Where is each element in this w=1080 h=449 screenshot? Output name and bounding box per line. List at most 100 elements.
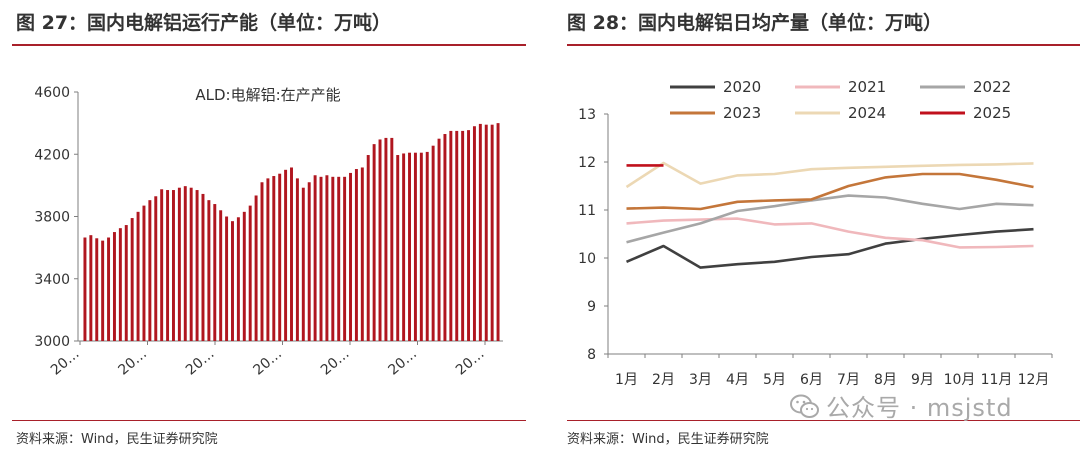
left-title-rule: [12, 44, 526, 46]
capacity-bar: [313, 175, 317, 341]
capacity-bar: [118, 228, 122, 341]
capacity-bar: [124, 225, 128, 341]
x-tick-label: 20…: [318, 346, 353, 379]
x-tick-label: 8月: [874, 372, 897, 388]
capacity-bar: [207, 200, 211, 341]
left-source-note: 资料来源：Wind，民生证券研究院: [16, 432, 218, 447]
capacity-bar: [195, 190, 199, 341]
x-tick-label: 6月: [800, 372, 823, 388]
right-panel: 图 28：国内电解铝日均产量（单位：万吨） 8 9 10 11 12 13 1月 2月 3月 4月…: [555, 0, 1080, 449]
left-figure-title: 图 27：国内电解铝运行产能（单位：万吨）: [16, 12, 392, 34]
capacity-bar: [449, 130, 453, 341]
legend-label-2022: 2022: [973, 78, 1011, 96]
x-tick-label: 12月: [1018, 372, 1050, 388]
capacity-bar: [360, 167, 364, 341]
x-tick-label: 3月: [689, 372, 712, 388]
x-tick-label: 11月: [981, 372, 1013, 388]
capacity-bar: [478, 123, 482, 341]
capacity-bar: [419, 152, 423, 341]
bar-chart-title: ALD:电解铝:在产产能: [195, 86, 340, 104]
capacity-bar: [201, 193, 205, 341]
capacity-bar: [431, 145, 435, 341]
capacity-bar: [101, 240, 105, 341]
series-line-2021: [626, 217, 1034, 249]
capacity-bar: [148, 200, 152, 341]
left-bottom-rule: [12, 420, 526, 421]
x-tick-label: 20…: [385, 346, 420, 379]
capacity-bar: [384, 137, 388, 341]
capacity-bar: [95, 238, 99, 341]
legend-label-2021: 2021: [848, 78, 886, 96]
x-tick-label: 10月: [944, 372, 976, 388]
legend-label-2020: 2020: [723, 78, 761, 96]
watermark-text: 公众号 · msjstd: [826, 394, 1013, 422]
capacity-bar: [496, 123, 500, 341]
legend-label-2025: 2025: [973, 104, 1011, 122]
capacity-bar: [443, 134, 447, 341]
capacity-bar: [248, 205, 252, 341]
x-tick-label: 5月: [763, 372, 786, 388]
watermark: 公众号 · msjstd: [790, 388, 1013, 426]
y-tick-label: 12: [578, 155, 596, 171]
y-tick-label: 13: [578, 107, 596, 123]
wechat-icon: [790, 394, 820, 426]
capacity-bar: [467, 130, 471, 341]
y-tick-label: 9: [587, 299, 596, 315]
capacity-bar: [107, 237, 111, 341]
x-tick-label: 9月: [911, 372, 934, 388]
capacity-bar: [337, 176, 341, 341]
x-tick-label: 20…: [183, 346, 218, 379]
series-line-2024: [625, 161, 1034, 189]
capacity-bar: [472, 126, 476, 341]
capacity-bar: [183, 186, 187, 341]
y-tick-label: 11: [578, 203, 596, 219]
capacity-bar: [413, 152, 417, 341]
y-tick-label: 8: [587, 347, 596, 363]
capacity-bar: [490, 124, 494, 342]
y-tick-label: 10: [578, 251, 596, 267]
capacity-bar: [136, 211, 140, 341]
capacity-bar: [295, 178, 299, 341]
capacity-bar: [130, 218, 134, 341]
capacity-bar: [219, 210, 223, 341]
capacity-bar: [408, 152, 412, 341]
legend-label-2024: 2024: [848, 104, 886, 122]
capacity-bar: [242, 211, 246, 341]
capacity-bar: [425, 151, 429, 341]
x-tick-label: 4月: [726, 372, 749, 388]
x-tick-label: 2月: [652, 372, 675, 388]
capacity-bar: [171, 190, 175, 341]
series-line-2020: [625, 227, 1034, 269]
capacity-bar: [461, 130, 465, 341]
capacity-bar: [236, 217, 240, 341]
y-tick-label: 4200: [34, 147, 70, 163]
x-tick-label: 20…: [115, 346, 150, 379]
capacity-bar: [231, 221, 234, 341]
capacity-bar: [325, 175, 329, 341]
capacity-bar: [402, 153, 406, 341]
capacity-bar: [290, 167, 293, 341]
right-bottom-rule: [567, 420, 1080, 421]
y-tick-label: 4600: [34, 85, 70, 101]
daily-output-line-chart: 8 9 10 11 12 13 1月 2月 3月 4月 5月 6月 7月 8月 9月 10月 11月 12月 202…: [578, 78, 1053, 388]
capacity-bar: [284, 169, 288, 341]
right-figure-title: 图 28：国内电解铝日均产量（单位：万吨）: [567, 12, 943, 34]
capacity-bar: [366, 155, 370, 341]
capacity-bar: [354, 169, 358, 341]
capacity-bar: [319, 176, 323, 341]
x-tick-label: 20…: [250, 346, 285, 379]
legend-label-2023: 2023: [723, 104, 761, 122]
capacity-bar: [372, 144, 376, 341]
capacity-bar: [331, 176, 335, 341]
series-line-2022: [626, 194, 1034, 244]
capacity-bar: [484, 124, 488, 342]
x-tick-label: 20…: [48, 346, 83, 379]
capacity-bar: [154, 196, 158, 341]
capacity-bar: [266, 178, 270, 341]
capacity-bar: [83, 237, 87, 341]
capacity-bar: [142, 205, 146, 341]
right-title-rule: [567, 44, 1080, 46]
series-line-2023: [626, 172, 1034, 211]
capacity-bar: [213, 204, 217, 341]
capacity-bar: [166, 190, 170, 341]
